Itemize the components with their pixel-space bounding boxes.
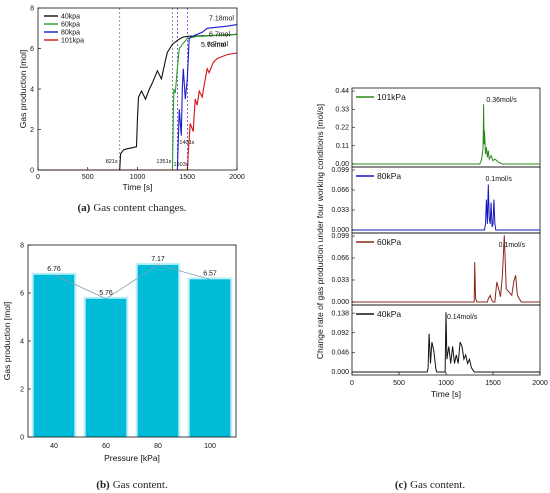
x-tick-label: 500 [82, 174, 94, 181]
caption-a: (a) Gas content changes. [78, 202, 187, 214]
y-tick-label: 0.44 [335, 88, 349, 95]
y-tick-label: 0.033 [331, 277, 349, 284]
rate-series-line [352, 235, 540, 303]
y-axis-label: Gas production [mol] [18, 50, 28, 128]
y-tick-label: 2 [30, 127, 34, 134]
x-tick-label: 500 [393, 380, 405, 387]
bar-value-label: 6.57 [203, 270, 217, 277]
x-tick-label: 80 [154, 443, 162, 450]
y-tick-label: 6 [30, 46, 34, 53]
time-annotation: 1401s [179, 140, 194, 146]
peak-annotation: 0.1mol/s [485, 176, 512, 183]
caption-b: (b) Gas content. [96, 479, 168, 491]
time-annotation: 1351s [156, 159, 171, 165]
bar [137, 264, 179, 437]
y-tick-label: 0.066 [331, 255, 349, 262]
y-tick-label: 0.22 [335, 125, 349, 132]
y-tick-label: 0.11 [336, 143, 349, 150]
y-tick-label: 0.046 [331, 350, 349, 357]
time-annotation: 1503s [174, 162, 189, 168]
bar [33, 274, 75, 437]
trend-line [53, 264, 211, 300]
y-tick-label: 0.33 [335, 106, 349, 113]
x-tick-label: 0 [36, 174, 40, 181]
rate-series-line [352, 312, 540, 373]
y-tick-label: 0 [20, 435, 24, 442]
y-tick-label: 0.000 [331, 299, 349, 306]
y-tick-label: 0.099 [331, 233, 349, 240]
y-tick-label: 2 [20, 387, 24, 394]
bar-value-label: 5.76 [99, 290, 113, 297]
chart-b: 6.76 5.76 7.17 6.57 0 2 4 6 8 40 60 80 100 Pressure [… [2, 243, 237, 463]
x-tick-label: 40 [50, 443, 58, 450]
x-tick-label: 1500 [485, 380, 501, 387]
y-tick-label: 0.00 [335, 161, 349, 168]
panel-legend-entry: 80kPa [377, 171, 401, 181]
peak-annotation: 0.36mol/s [486, 97, 517, 104]
y-tick-label: 8 [20, 243, 24, 250]
y-tick-label: 0.138 [331, 310, 349, 317]
bar [189, 279, 231, 437]
x-tick-label: 2000 [229, 174, 245, 181]
x-tick-label: 100 [204, 443, 216, 450]
y-axis-label: Gas production [mol] [2, 302, 12, 380]
y-axis-label: Change rate of gas production under four… [315, 104, 325, 359]
legend-entry: 101kpa [61, 38, 84, 45]
end-value-annotation: 7.18mol [209, 16, 234, 23]
end-value-annotation: 6.7mol [209, 31, 230, 38]
series-line-101kpa [38, 52, 238, 171]
y-tick-label: 0.066 [331, 187, 349, 194]
y-tick-label: 4 [30, 87, 34, 94]
bar-value-label: 6.76 [47, 266, 61, 273]
legend-entry: 60kpa [61, 22, 80, 29]
bar [85, 298, 127, 437]
series-line-40kpa [38, 33, 238, 171]
y-tick-label: 8 [30, 6, 34, 13]
chart-c: 101kPa 0.36mol/s 0.00 0.11 0.22 0.33 0.44 80kPa… [315, 87, 548, 399]
rate-series-line [352, 104, 540, 165]
panel-legend-entry: 40kPa [377, 309, 401, 319]
x-tick-label: 1500 [179, 174, 195, 181]
x-tick-label: 0 [350, 380, 354, 387]
x-tick-label: 60 [102, 443, 110, 450]
legend-entry: 80kpa [61, 30, 80, 37]
x-tick-label: 1000 [438, 380, 454, 387]
y-tick-label: 0.000 [331, 227, 349, 234]
rate-series-line [352, 184, 540, 231]
x-axis-label: Time [s] [431, 389, 461, 399]
series-line-60kpa [38, 33, 238, 171]
x-tick-label: 1000 [130, 174, 146, 181]
y-tick-label: 0.000 [331, 369, 349, 376]
panel-legend-entry: 60kPa [377, 237, 401, 247]
bar-value-label: 7.17 [151, 256, 165, 263]
y-tick-label: 0.092 [331, 330, 349, 337]
series-line-80kpa [38, 24, 238, 171]
chart-a: 0 500 1000 1500 2000 0 2 4 6 8 Time [s] Gas product… [18, 6, 245, 193]
x-tick-label: 2000 [532, 380, 548, 387]
panel-legend-entry: 101kPa [377, 92, 406, 102]
peak-annotation: 0.1mol/s [499, 242, 526, 249]
time-annotation: 821s [106, 159, 118, 165]
end-value-annotation: 6.7mol [207, 41, 228, 48]
y-tick-label: 6 [20, 291, 24, 298]
y-tick-label: 4 [20, 339, 24, 346]
legend-entry: 40kpa [61, 14, 80, 21]
y-tick-label: 0 [30, 168, 34, 175]
peak-annotation: 0.14mol/s [447, 314, 478, 321]
caption-c: (c) Gas content. [395, 479, 465, 491]
y-tick-label: 0.099 [331, 167, 349, 174]
end-value-annotation: 5.78mol [201, 42, 226, 49]
x-axis-label: Pressure [kPa] [104, 453, 160, 463]
x-axis-label: Time [s] [123, 182, 153, 192]
y-tick-label: 0.033 [331, 207, 349, 214]
